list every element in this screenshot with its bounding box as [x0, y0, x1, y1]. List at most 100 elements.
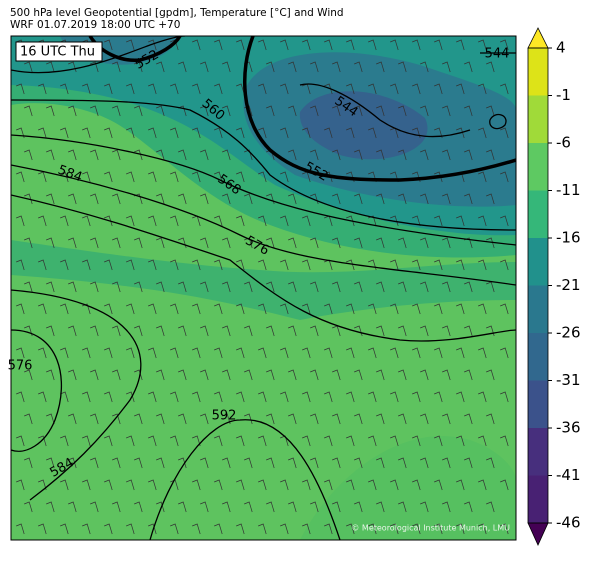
wind-barb — [214, 347, 223, 359]
wind-barb — [434, 215, 443, 227]
wind-barb — [170, 259, 179, 271]
wind-barb — [420, 325, 429, 337]
wind-barb — [68, 325, 77, 337]
wind-barb — [258, 391, 267, 403]
wind-barb — [258, 523, 267, 535]
colorbar-tick-label: -31 — [556, 371, 581, 389]
wind-barb — [60, 435, 69, 447]
wind-barb — [222, 281, 231, 293]
wind-barb — [310, 237, 319, 249]
wind-barb — [302, 391, 311, 403]
wind-barb — [236, 215, 245, 227]
wind-barb — [134, 149, 143, 161]
wind-barb — [244, 237, 253, 249]
wind-barb — [332, 281, 341, 293]
wind-barb — [288, 325, 297, 337]
wind-barb — [332, 149, 341, 161]
contour-line — [11, 289, 142, 501]
wind-barb — [456, 83, 465, 95]
wind-barb — [258, 171, 267, 183]
wind-barb — [346, 435, 355, 447]
wind-barb — [104, 127, 113, 139]
wind-barb — [112, 237, 121, 249]
wind-barb — [280, 347, 289, 359]
wind-barb — [288, 501, 297, 513]
wind-barb — [214, 523, 223, 535]
wind-barb — [324, 171, 333, 183]
wind-barb — [134, 237, 143, 249]
wind-barb — [332, 105, 341, 117]
wind-barb — [214, 479, 223, 491]
wind-barb — [244, 325, 253, 337]
wind-barb — [464, 193, 473, 205]
wind-barb — [112, 413, 121, 425]
wind-barb — [60, 127, 69, 139]
wind-barb — [90, 105, 99, 117]
wind-barb — [16, 215, 25, 227]
wind-barb — [244, 149, 253, 161]
contour-line — [11, 329, 62, 452]
temp-field — [11, 240, 516, 320]
wind-barb — [82, 215, 91, 227]
wind-barb — [156, 105, 165, 117]
wind-barb — [266, 105, 275, 117]
colorbar-tick-label: -11 — [556, 181, 581, 199]
wind-barb — [442, 369, 451, 381]
wind-barb — [148, 479, 157, 491]
wind-barb — [16, 347, 25, 359]
wind-barb — [456, 127, 465, 139]
wind-barb — [104, 479, 113, 491]
wind-barb — [486, 413, 495, 425]
wind-barb — [192, 303, 201, 315]
wind-barb — [280, 259, 289, 271]
wind-barb — [456, 435, 465, 447]
wind-barb — [46, 501, 55, 513]
wind-barb — [46, 413, 55, 425]
wind-barb — [148, 391, 157, 403]
wind-barb — [200, 325, 209, 337]
wind-barb — [222, 369, 231, 381]
wind-barb — [280, 215, 289, 227]
wind-barb — [90, 325, 99, 337]
wind-barb — [266, 413, 275, 425]
wind-barb — [434, 435, 443, 447]
wind-barb — [46, 457, 55, 469]
wind-barb — [434, 347, 443, 359]
wind-barb — [346, 83, 355, 95]
wind-barb — [368, 83, 377, 95]
wind-barb — [332, 61, 341, 73]
wind-barb — [24, 457, 33, 469]
wind-barb — [90, 237, 99, 249]
wind-barb — [354, 237, 363, 249]
wind-barb — [398, 237, 407, 249]
wind-barb — [148, 127, 157, 139]
wind-barb — [398, 325, 407, 337]
wind-barb — [178, 149, 187, 161]
wind-barb — [346, 479, 355, 491]
time-box — [15, 41, 103, 62]
wind-barb — [390, 259, 399, 271]
wind-barb — [214, 171, 223, 183]
wind-barb — [324, 479, 333, 491]
wind-barb — [244, 193, 253, 205]
wind-barb — [38, 435, 47, 447]
wind-barb — [478, 391, 487, 403]
wind-barb — [310, 457, 319, 469]
wind-barb — [104, 215, 113, 227]
wind-barb — [288, 61, 297, 73]
wind-barb — [200, 457, 209, 469]
wind-barb — [104, 435, 113, 447]
wind-barb — [288, 369, 297, 381]
wind-barb — [398, 501, 407, 513]
wind-barb — [464, 369, 473, 381]
wind-barb — [368, 479, 377, 491]
wind-barb — [486, 501, 495, 513]
wind-barb — [192, 171, 201, 183]
wind-barb — [486, 149, 495, 161]
wind-barb — [456, 39, 465, 51]
wind-barb — [214, 39, 223, 51]
wind-barb — [456, 303, 465, 315]
wind-barb — [302, 303, 311, 315]
wind-barb — [332, 369, 341, 381]
